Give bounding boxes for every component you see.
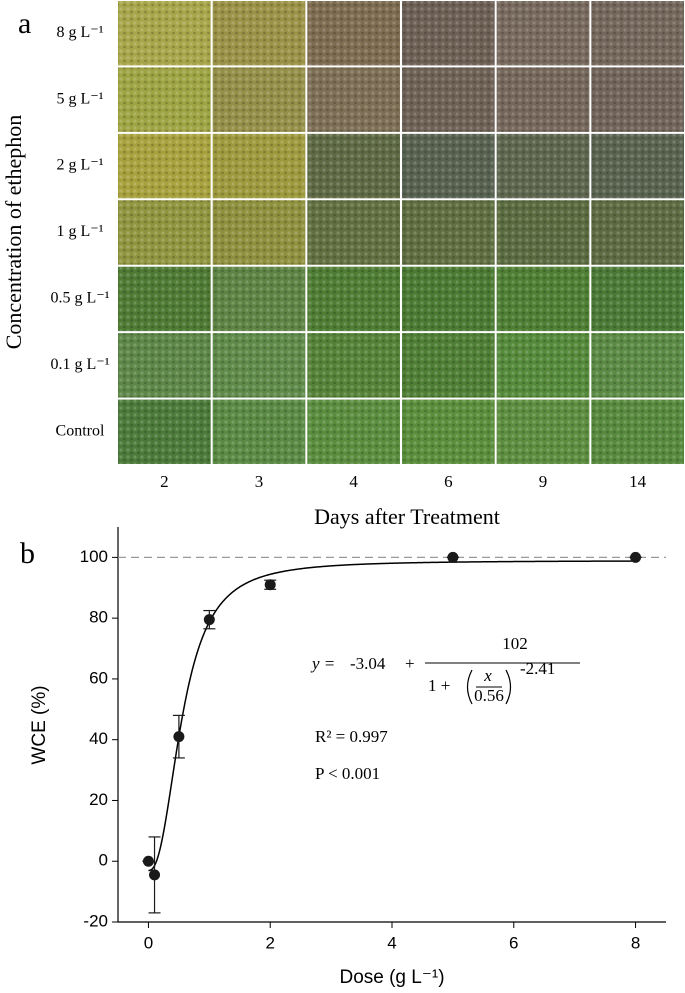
column-label: 6 <box>444 472 453 491</box>
photo-texture <box>118 200 211 265</box>
y-tick-label: 60 <box>89 668 108 687</box>
photo-texture <box>307 266 400 332</box>
column-label: 9 <box>539 472 548 491</box>
x-tick-label: 8 <box>631 933 640 952</box>
data-point <box>203 614 215 626</box>
panel-label: b <box>20 537 35 570</box>
x-tick-label: 0 <box>144 933 153 952</box>
panel-label: a <box>18 7 31 40</box>
photo-texture <box>496 333 590 398</box>
photo-texture <box>307 200 400 265</box>
equation-b: -2.41 <box>520 659 555 678</box>
row-label: 0.1 g L⁻¹ <box>50 356 109 373</box>
data-point <box>264 579 276 591</box>
column-label: 4 <box>349 472 358 491</box>
photo-texture <box>591 266 684 332</box>
photo-texture <box>591 133 684 199</box>
photo-texture <box>118 133 211 199</box>
photo-texture <box>496 1 590 66</box>
equation-plus: + <box>405 654 415 673</box>
equation-x0: 0.56 <box>474 686 504 705</box>
column-label: 3 <box>255 472 264 491</box>
photo-texture <box>307 67 400 132</box>
photo-texture <box>591 333 684 398</box>
row-label: 2 g L⁻¹ <box>56 157 103 174</box>
photo-texture <box>402 266 495 332</box>
photo-texture <box>118 67 211 132</box>
photo-texture <box>307 399 400 464</box>
equation-y0: -3.04 <box>350 654 386 673</box>
equation-a: 102 <box>502 634 528 653</box>
photo-texture <box>212 1 306 66</box>
p-value: P < 0.001 <box>315 764 380 783</box>
x-title: Days after Treatment <box>314 504 500 529</box>
photo-texture <box>212 200 306 265</box>
x-tick-label: 6 <box>509 933 518 952</box>
photo-texture <box>402 399 495 464</box>
photo-texture <box>212 133 306 199</box>
row-label: 1 g L⁻¹ <box>56 223 103 240</box>
paren <box>505 669 512 705</box>
photo-texture <box>118 266 211 332</box>
photo-texture <box>212 333 306 398</box>
photo-texture <box>212 399 306 464</box>
y-tick-label: 80 <box>89 608 108 627</box>
data-point <box>173 731 185 743</box>
y-tick-label: -20 <box>83 911 108 930</box>
photo-texture <box>307 133 400 199</box>
photo-texture <box>307 333 400 398</box>
photo-texture <box>307 1 400 66</box>
photo-texture <box>118 333 211 398</box>
x-axis-title: Dose (g L⁻¹) <box>339 967 444 988</box>
y-tick-label: 40 <box>89 729 108 748</box>
fit-curve <box>148 560 636 872</box>
photo-texture <box>591 200 684 265</box>
y-tick-label: 20 <box>89 790 108 809</box>
photo-texture <box>496 266 590 332</box>
row-label: 5 g L⁻¹ <box>56 90 103 107</box>
data-point <box>447 551 459 563</box>
photo-texture <box>496 67 590 132</box>
photo-texture <box>402 200 495 265</box>
data-point <box>142 855 154 867</box>
photo-texture <box>118 399 211 464</box>
column-label: 14 <box>629 472 647 491</box>
photo-texture <box>402 1 495 66</box>
y-tick-label: 0 <box>99 851 108 870</box>
photo-texture <box>591 399 684 464</box>
x-tick-label: 2 <box>265 933 274 952</box>
equation-lhs: y = <box>310 654 335 673</box>
photo-texture <box>496 133 590 199</box>
photo-texture <box>118 1 211 66</box>
row-label: 0.5 g L⁻¹ <box>50 290 109 307</box>
equation-var: x <box>483 666 492 685</box>
photo-texture <box>402 133 495 199</box>
photo-texture <box>402 333 495 398</box>
paren <box>466 669 473 705</box>
photo-texture <box>212 266 306 332</box>
photo-texture <box>496 200 590 265</box>
x-tick-label: 4 <box>387 933 396 952</box>
equation-denom: 1 + <box>428 676 450 695</box>
data-point <box>149 869 161 881</box>
y-title: Concentration of ethephon <box>1 115 26 350</box>
r-squared: R² = 0.997 <box>315 727 388 746</box>
y-tick-label: 100 <box>80 547 108 566</box>
row-label: 8 g L⁻¹ <box>56 24 103 41</box>
column-label: 2 <box>160 472 169 491</box>
y-axis-title: WCE (%) <box>29 685 50 764</box>
photo-texture <box>496 399 590 464</box>
photo-texture <box>212 67 306 132</box>
photo-texture <box>402 67 495 132</box>
photo-texture <box>591 67 684 132</box>
row-label: Control <box>56 422 105 439</box>
photo-texture <box>591 1 684 66</box>
data-point <box>630 551 642 563</box>
